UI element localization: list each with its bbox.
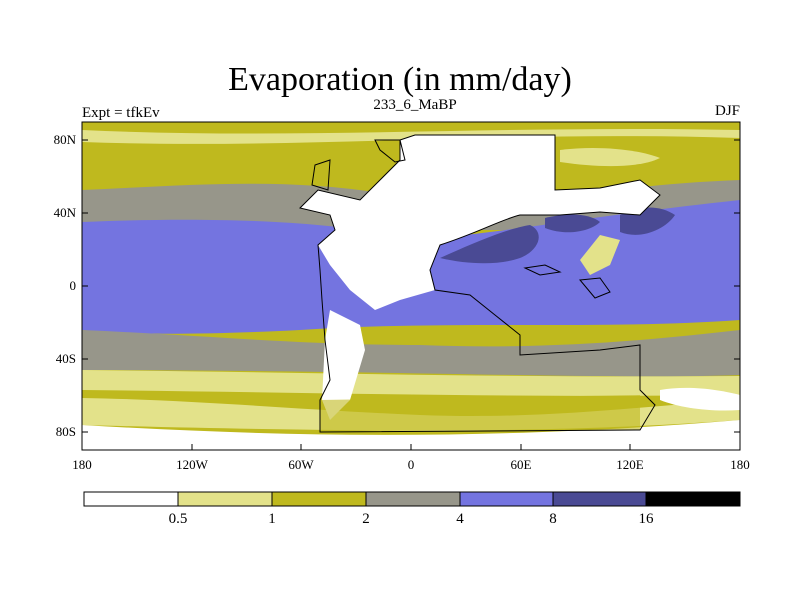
x-tick-marks — [81, 444, 741, 450]
colorbar-label: 1 — [268, 511, 276, 527]
x-tick-label: 120W — [176, 457, 208, 472]
season-label: DJF — [714, 103, 740, 119]
colorbar-label: 0.5 — [168, 511, 188, 527]
colorbar — [83, 491, 741, 507]
experiment-label: Expt = tfkEv — [82, 105, 160, 121]
y-tick-label: 40S — [55, 351, 76, 366]
x-tick-label: 180 — [730, 457, 750, 472]
x-tick-label: 180 — [72, 457, 92, 472]
colorbar-label: 8 — [549, 511, 557, 527]
colorbar-label: 16 — [638, 511, 654, 527]
y-tick-label: 80N — [53, 132, 76, 147]
map-title: Evaporation (in mm/day) — [228, 61, 572, 98]
y-tick-label: 40N — [53, 205, 76, 220]
x-tick-label: 0 — [407, 457, 415, 472]
y-tick-label: 80S — [55, 424, 76, 439]
x-tick-label: 60W — [288, 457, 314, 472]
map-fill — [82, 122, 740, 450]
y-tick-marks — [82, 139, 740, 433]
x-tick-label: 60E — [510, 457, 532, 472]
colorbar-label: 4 — [456, 511, 464, 527]
coastlines — [299, 134, 661, 433]
colorbar-label: 2 — [362, 511, 370, 527]
period-label: 233_6_MaBP — [373, 97, 457, 113]
y-tick-label: 0 — [69, 278, 77, 293]
x-tick-label: 120E — [616, 457, 644, 472]
